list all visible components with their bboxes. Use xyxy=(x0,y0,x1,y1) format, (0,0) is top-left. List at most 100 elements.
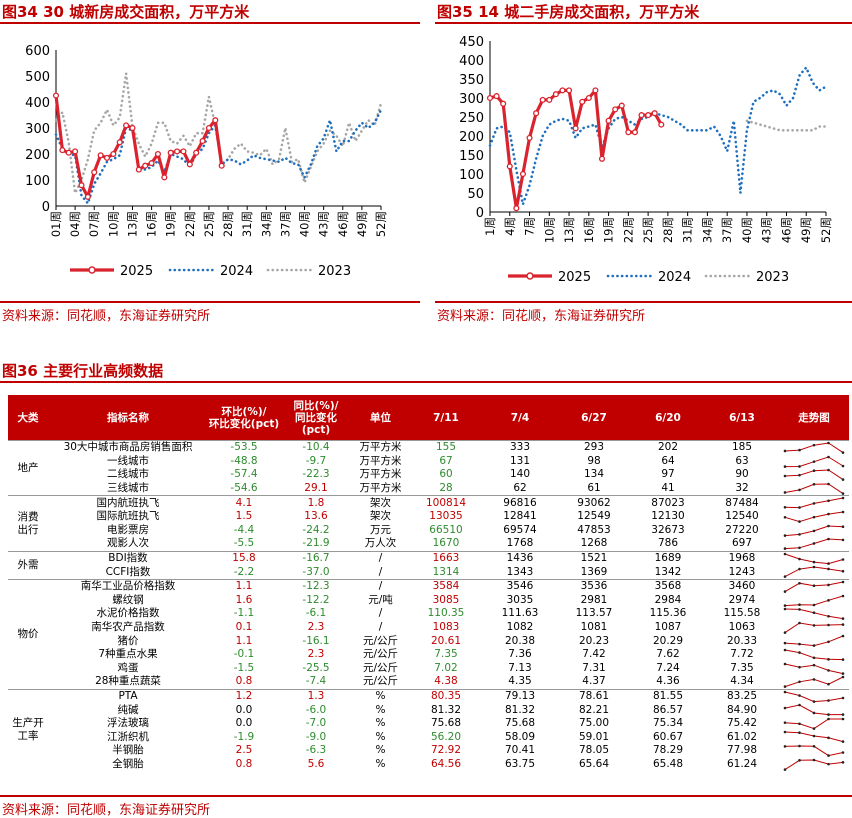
value-cell: 1268 xyxy=(580,537,608,550)
series-point-2025 xyxy=(167,149,174,156)
hb-value: -4.4 xyxy=(233,523,255,536)
series-line-2023 xyxy=(745,119,828,132)
tb-value: -9.0 xyxy=(305,730,327,743)
category-label: 消费 xyxy=(17,510,39,523)
table-row: 浮法玻璃 0.0 -7.0% 75.68 75.68 75.00 75.34 75.42 xyxy=(8,717,849,731)
sparkline-point xyxy=(841,740,845,744)
hb-value: -2.2 xyxy=(233,565,255,578)
sparkline xyxy=(783,703,845,717)
sparkline-point xyxy=(783,474,787,478)
sparkline-point xyxy=(812,482,816,486)
hb-value: 0.8 xyxy=(235,757,253,770)
category-cell: 物价 xyxy=(8,578,48,690)
value-cell: 83.25 xyxy=(705,688,779,704)
fig34-chart: 0 100 200 300 400 500 600 01周 04周 07周 10周 13周 16周 19周… xyxy=(25,44,388,279)
unit-cell: 万平方米 xyxy=(359,468,402,481)
value-cell: 4.37 xyxy=(582,675,606,688)
value-cell: 3546 xyxy=(483,578,557,594)
unit-cell: / xyxy=(378,607,383,620)
tb-value: -16.7 xyxy=(280,550,352,566)
sparkline xyxy=(783,744,845,757)
sparkline xyxy=(783,731,845,744)
sparkline-point xyxy=(798,722,801,725)
hb-value: -54.6 xyxy=(230,482,258,495)
sparkline-point xyxy=(812,611,816,615)
indicator-name: 螺纹钢 xyxy=(112,593,144,606)
sparkline-point xyxy=(812,584,816,587)
table-row: 国际航班执飞 1.5 13.6 架次 13035 12841 12549 12130 12540 xyxy=(8,510,849,524)
value-cell: 7.02 xyxy=(434,661,458,674)
trend-cell xyxy=(779,607,849,621)
value-cell: 697 xyxy=(731,537,753,550)
tb-value: -12.2 xyxy=(302,593,330,606)
sparkline-point xyxy=(827,717,830,721)
hb-value: 2.5 xyxy=(235,744,253,757)
x-tick-label: 4周 xyxy=(503,217,517,236)
tb-value: 2.3 xyxy=(307,648,325,661)
series-point-2025 xyxy=(52,92,60,99)
value-cell: 155 xyxy=(409,439,483,455)
series-point-2025 xyxy=(78,182,85,189)
value-cell: 1670 xyxy=(432,537,460,550)
fig36-source-rule xyxy=(0,795,852,797)
value-cell: 82.21 xyxy=(578,703,610,716)
sparkline-line xyxy=(784,635,844,647)
sparkline-point xyxy=(798,602,801,606)
trend-cell xyxy=(779,495,849,510)
fig35-source: 资料来源：同花顺，东海证券研究所 xyxy=(437,309,646,324)
tb-value: -7.0 xyxy=(305,717,327,730)
table-row: 地产 30大中城市商品房销售面积 -53.5 -10.4 万平方米 155 333 293 20… xyxy=(8,439,849,496)
series-point-2025 xyxy=(180,148,187,155)
sparkline-point xyxy=(812,735,816,738)
sparkline-point xyxy=(827,615,830,618)
value-cell: 1063 xyxy=(728,621,756,634)
series-point-2025 xyxy=(500,100,507,107)
sparkline-point xyxy=(841,557,845,561)
value-cell: 28 xyxy=(439,482,453,495)
value-cell: 60.67 xyxy=(652,730,684,743)
sparkline-point xyxy=(841,478,845,482)
legend-label-2024: 2024 xyxy=(658,270,691,285)
series-point-2025 xyxy=(186,161,193,168)
value-cell: 87484 xyxy=(705,495,779,510)
value-cell: 2981 xyxy=(580,593,608,606)
series-point-2025 xyxy=(658,121,665,128)
value-cell: 78.05 xyxy=(578,744,610,757)
value-cell: 58.09 xyxy=(504,730,536,743)
sparkline-point xyxy=(827,657,830,661)
sparkline-point xyxy=(827,640,830,644)
value-cell: 12549 xyxy=(577,510,611,523)
hb-value: -53.5 xyxy=(208,439,280,455)
fig35-title-rule xyxy=(435,22,852,24)
tb-value: -24.2 xyxy=(302,523,330,536)
value-cell: 90 xyxy=(735,468,749,481)
trend-cell xyxy=(779,468,849,482)
tb-value: 2.3 xyxy=(307,621,325,634)
sparkline xyxy=(783,580,845,593)
tb-value: 29.1 xyxy=(304,482,328,495)
sparkline-point xyxy=(841,658,845,661)
y-tick-label: 600 xyxy=(25,44,50,59)
sparkline-point xyxy=(798,520,801,523)
category-label: 物价 xyxy=(17,627,39,640)
sparkline xyxy=(783,552,845,565)
sparkline-line xyxy=(784,566,844,578)
value-cell: 140 xyxy=(509,468,531,481)
tb-value: 5.6 xyxy=(307,757,325,770)
value-cell: 7.35 xyxy=(730,661,754,674)
sparkline xyxy=(783,662,845,675)
x-tick-label: 1周 xyxy=(483,217,497,236)
header-tb: 同比(%)/同比变化 (pct) xyxy=(280,395,352,441)
header-tb-l2: 同比变化 xyxy=(295,411,337,424)
indicator-name: CCFI指数 xyxy=(105,565,151,578)
value-cell: 56.20 xyxy=(430,730,462,743)
value-cell: 1314 xyxy=(432,565,460,578)
legend-label-2025: 2025 xyxy=(558,270,591,285)
series-point-2025 xyxy=(154,150,162,158)
unit-cell: % xyxy=(375,717,386,730)
trend-cell xyxy=(779,703,849,717)
category-cell: 地产 xyxy=(8,439,48,496)
sparkline-point xyxy=(841,570,845,573)
unit-cell: 元/公斤 xyxy=(362,648,399,661)
value-cell: 78.61 xyxy=(557,688,631,704)
